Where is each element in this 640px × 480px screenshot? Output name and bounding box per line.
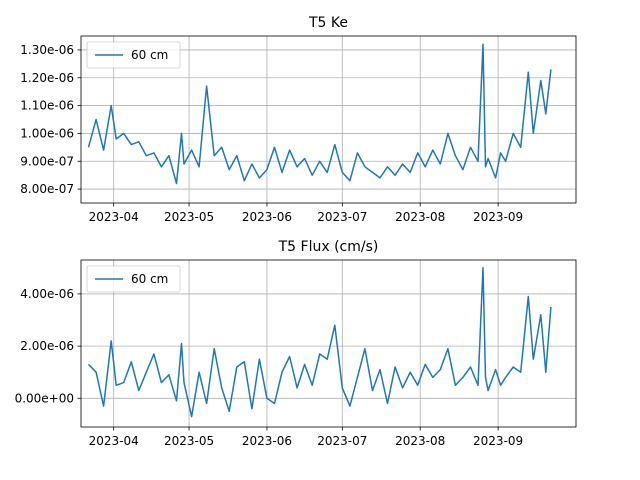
legend-label: 60 cm bbox=[131, 272, 168, 286]
axes-frame bbox=[80, 35, 577, 204]
y-tick-label: 2.00e-06 bbox=[20, 339, 74, 353]
x-tick-label: 2023-04 bbox=[89, 210, 139, 224]
y-tick-label: 8.00e-07 bbox=[20, 182, 74, 196]
series-line-0 bbox=[87, 43, 552, 185]
x-tick-label: 2023-07 bbox=[317, 210, 367, 224]
chart-t5-ke: 2023-04 2023-05 2023-06 2023-07 2023-08 2023-… bbox=[20, 15, 577, 224]
y-tick-label: 4.00e-06 bbox=[20, 287, 74, 301]
x-tick-label: 2023-05 bbox=[164, 210, 214, 224]
x-tick-label: 2023-08 bbox=[395, 210, 445, 224]
legend: 60 cm bbox=[86, 265, 181, 293]
series-line-0 bbox=[87, 267, 552, 418]
x-tick-label: 2023-09 bbox=[473, 210, 523, 224]
x-tick-label: 2023-08 bbox=[395, 434, 445, 448]
x-tick-label: 2023-06 bbox=[242, 434, 292, 448]
y-tick-label: 0.00e+00 bbox=[15, 391, 74, 405]
chart-title: T5 Flux (cm/s) bbox=[278, 239, 379, 255]
chart-title: T5 Ke bbox=[308, 15, 348, 31]
y-tick-label: 1.30e-06 bbox=[20, 43, 74, 57]
x-tick-label: 2023-05 bbox=[164, 434, 214, 448]
y-tick-label: 1.00e-06 bbox=[20, 126, 74, 140]
x-tick-label: 2023-07 bbox=[317, 434, 367, 448]
chart-t5-flux: 2023-04 2023-05 2023-06 2023-07 2023-08 2023-… bbox=[15, 239, 577, 448]
y-tick-label: 1.10e-06 bbox=[20, 99, 74, 113]
y-tick-label: 1.20e-06 bbox=[20, 71, 74, 85]
x-tick-label: 2023-04 bbox=[89, 434, 139, 448]
x-tick-label: 2023-09 bbox=[473, 434, 523, 448]
y-tick-label: 9.00e-07 bbox=[20, 154, 74, 168]
legend-box bbox=[86, 265, 181, 293]
legend: 60 cm bbox=[86, 41, 181, 69]
x-tick-label: 2023-06 bbox=[242, 210, 292, 224]
legend-label: 60 cm bbox=[131, 48, 168, 62]
legend-box bbox=[86, 41, 181, 69]
axes-frame bbox=[80, 259, 577, 428]
